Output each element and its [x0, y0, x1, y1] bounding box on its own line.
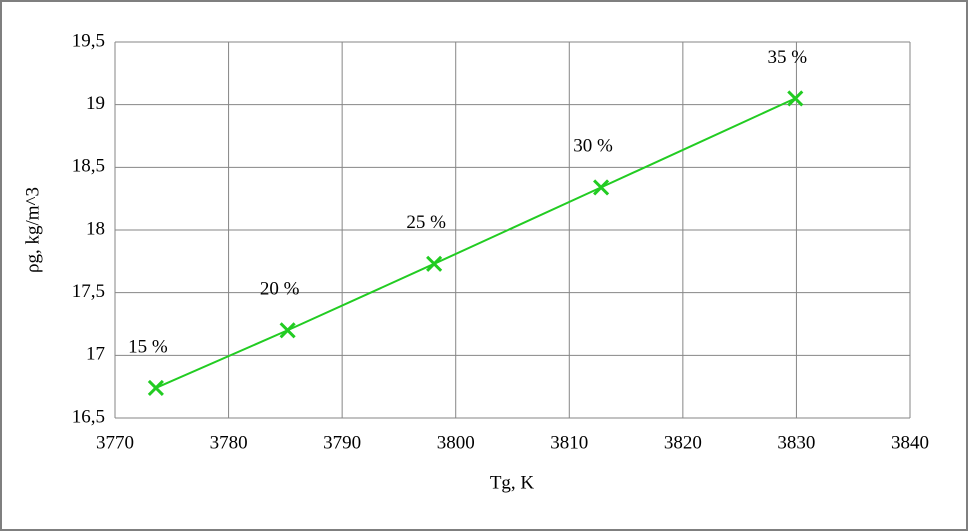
point-label: 25 %	[406, 212, 446, 233]
data-point	[279, 322, 296, 339]
point-label: 15 %	[128, 336, 168, 357]
y-tick-label: 18,5	[72, 156, 105, 177]
x-axis-label: Tg, K	[490, 472, 535, 493]
data-point	[426, 255, 443, 272]
x-tick-label: 3800	[437, 432, 475, 453]
y-tick-label: 19	[86, 93, 105, 114]
x-tick-label: 3810	[550, 432, 588, 453]
point-label: 35 %	[768, 47, 808, 68]
x-tick-label: 3780	[210, 432, 248, 453]
y-tick-label: 17,5	[72, 281, 105, 302]
y-tick-label: 17	[86, 344, 105, 365]
y-tick-label: 19,5	[72, 30, 105, 51]
x-tick-label: 3790	[323, 432, 361, 453]
data-point	[147, 379, 164, 396]
point-label: 20 %	[260, 279, 300, 300]
y-axis-label: ρg, kg/m^3	[22, 187, 43, 273]
y-tick-label: 16,5	[72, 406, 105, 427]
x-tick-label: 3770	[96, 432, 134, 453]
point-label: 30 %	[573, 136, 613, 157]
data-point	[593, 179, 610, 196]
y-tick-label: 18	[86, 218, 105, 239]
x-tick-label: 3840	[891, 432, 929, 453]
data-point	[787, 90, 804, 107]
x-tick-label: 3820	[664, 432, 702, 453]
x-tick-label: 3830	[777, 432, 815, 453]
